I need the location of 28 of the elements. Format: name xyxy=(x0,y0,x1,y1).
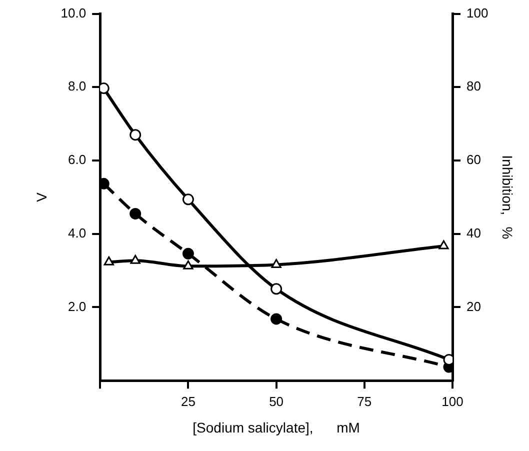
y2-tick-label: 40 xyxy=(466,225,481,240)
x-tick-label: 25 xyxy=(180,394,196,409)
point xyxy=(130,129,142,141)
y-tick-label: 6.0 xyxy=(68,152,86,168)
point xyxy=(270,283,282,295)
point xyxy=(182,194,194,206)
point xyxy=(270,313,282,325)
y2-axis-title: Inhibition, % xyxy=(500,155,516,240)
point xyxy=(271,258,282,268)
y-axis-title: V xyxy=(33,192,50,202)
y-tick-label: 8.0 xyxy=(68,78,86,94)
point xyxy=(130,254,140,264)
x-tick-label: 50 xyxy=(269,394,284,409)
y2-tick-label: 100 xyxy=(466,5,488,20)
y-tick-label: 10.0 xyxy=(60,5,86,20)
point xyxy=(182,248,194,260)
point xyxy=(438,240,449,250)
y2-tick-label: 80 xyxy=(466,78,481,94)
x-tick-label: 75 xyxy=(357,394,372,409)
y2-tick-label: 20 xyxy=(466,298,481,314)
point xyxy=(130,208,142,220)
x-tick-label: 100 xyxy=(442,394,464,409)
point xyxy=(183,260,194,270)
point xyxy=(104,256,114,266)
y-tick-label: 2.0 xyxy=(68,298,86,314)
x-axis-title: [Sodium salicylate], mM xyxy=(192,419,360,436)
y-tick-label: 4.0 xyxy=(68,225,86,240)
y2-tick-label: 60 xyxy=(466,152,481,168)
